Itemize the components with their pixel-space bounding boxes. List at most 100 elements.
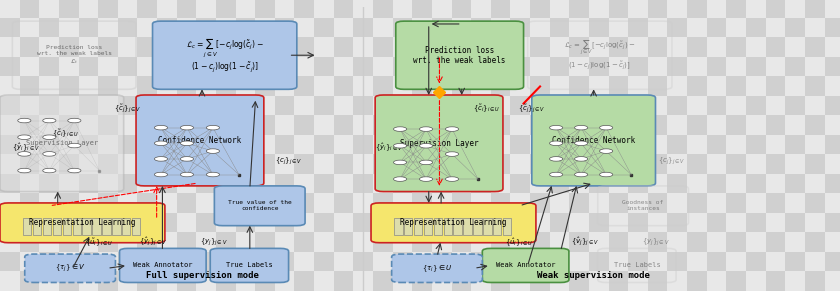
- FancyBboxPatch shape: [432, 272, 452, 291]
- FancyBboxPatch shape: [78, 252, 98, 272]
- FancyBboxPatch shape: [0, 0, 19, 18]
- FancyBboxPatch shape: [275, 37, 295, 57]
- FancyBboxPatch shape: [391, 254, 482, 283]
- FancyBboxPatch shape: [39, 154, 59, 174]
- FancyBboxPatch shape: [216, 96, 235, 115]
- FancyBboxPatch shape: [216, 194, 235, 213]
- FancyBboxPatch shape: [608, 135, 628, 154]
- FancyBboxPatch shape: [373, 37, 392, 57]
- FancyBboxPatch shape: [589, 252, 608, 272]
- FancyBboxPatch shape: [746, 213, 765, 233]
- FancyBboxPatch shape: [216, 37, 235, 57]
- FancyBboxPatch shape: [727, 96, 746, 115]
- Circle shape: [393, 127, 407, 131]
- FancyBboxPatch shape: [216, 57, 235, 76]
- FancyBboxPatch shape: [255, 233, 275, 252]
- Text: Representation Learning: Representation Learning: [401, 218, 507, 227]
- FancyBboxPatch shape: [706, 272, 727, 291]
- FancyBboxPatch shape: [255, 96, 275, 115]
- FancyBboxPatch shape: [216, 154, 235, 174]
- FancyBboxPatch shape: [549, 194, 570, 213]
- Circle shape: [419, 143, 433, 148]
- FancyBboxPatch shape: [549, 18, 570, 37]
- FancyBboxPatch shape: [608, 18, 628, 37]
- FancyBboxPatch shape: [727, 76, 746, 96]
- FancyBboxPatch shape: [765, 233, 785, 252]
- FancyBboxPatch shape: [275, 174, 295, 194]
- FancyBboxPatch shape: [138, 18, 157, 37]
- Text: $\mathcal{L}_c = \sum_{j \in V}[-c_j\log(\tilde{c}_j) -$
$(1-c_j)\log(1-\tilde{c: $\mathcal{L}_c = \sum_{j \in V}[-c_j\log…: [186, 36, 264, 74]
- FancyBboxPatch shape: [354, 18, 373, 37]
- FancyBboxPatch shape: [668, 115, 687, 135]
- Circle shape: [549, 125, 563, 130]
- FancyBboxPatch shape: [78, 115, 98, 135]
- FancyBboxPatch shape: [392, 135, 412, 154]
- FancyBboxPatch shape: [491, 96, 511, 115]
- FancyBboxPatch shape: [0, 18, 19, 37]
- Circle shape: [600, 125, 612, 130]
- FancyBboxPatch shape: [491, 57, 511, 76]
- FancyBboxPatch shape: [314, 233, 333, 252]
- FancyBboxPatch shape: [275, 0, 295, 18]
- FancyBboxPatch shape: [511, 213, 530, 233]
- FancyBboxPatch shape: [432, 213, 452, 233]
- FancyBboxPatch shape: [197, 213, 216, 233]
- Circle shape: [18, 168, 31, 173]
- FancyBboxPatch shape: [39, 0, 59, 18]
- FancyBboxPatch shape: [216, 252, 235, 272]
- FancyBboxPatch shape: [0, 76, 19, 96]
- FancyBboxPatch shape: [373, 96, 392, 115]
- FancyBboxPatch shape: [333, 194, 354, 213]
- FancyBboxPatch shape: [392, 0, 412, 18]
- FancyBboxPatch shape: [530, 174, 549, 194]
- FancyBboxPatch shape: [118, 37, 138, 57]
- FancyBboxPatch shape: [432, 174, 452, 194]
- FancyBboxPatch shape: [176, 194, 197, 213]
- FancyBboxPatch shape: [608, 37, 628, 57]
- FancyBboxPatch shape: [608, 233, 628, 252]
- FancyBboxPatch shape: [452, 154, 471, 174]
- FancyBboxPatch shape: [491, 154, 511, 174]
- FancyBboxPatch shape: [765, 115, 785, 135]
- FancyBboxPatch shape: [255, 135, 275, 154]
- FancyBboxPatch shape: [765, 135, 785, 154]
- FancyBboxPatch shape: [314, 213, 333, 233]
- FancyBboxPatch shape: [668, 194, 687, 213]
- FancyBboxPatch shape: [138, 0, 157, 18]
- FancyBboxPatch shape: [24, 254, 115, 283]
- FancyBboxPatch shape: [805, 18, 825, 37]
- FancyBboxPatch shape: [78, 272, 98, 291]
- Text: True value of the
confidence: True value of the confidence: [228, 200, 291, 211]
- FancyBboxPatch shape: [530, 115, 549, 135]
- FancyBboxPatch shape: [825, 213, 840, 233]
- FancyBboxPatch shape: [452, 252, 471, 272]
- Bar: [132, 218, 140, 235]
- FancyBboxPatch shape: [628, 76, 648, 96]
- FancyBboxPatch shape: [295, 115, 314, 135]
- Circle shape: [43, 152, 56, 156]
- FancyBboxPatch shape: [589, 135, 608, 154]
- Circle shape: [575, 125, 588, 130]
- FancyBboxPatch shape: [471, 135, 491, 154]
- FancyBboxPatch shape: [235, 37, 255, 57]
- FancyBboxPatch shape: [412, 213, 432, 233]
- Text: Weak Annotator: Weak Annotator: [133, 262, 192, 268]
- FancyBboxPatch shape: [314, 57, 333, 76]
- FancyBboxPatch shape: [412, 233, 432, 252]
- FancyBboxPatch shape: [432, 96, 452, 115]
- FancyBboxPatch shape: [432, 194, 452, 213]
- FancyBboxPatch shape: [354, 233, 373, 252]
- FancyBboxPatch shape: [295, 37, 314, 57]
- FancyBboxPatch shape: [648, 115, 668, 135]
- FancyBboxPatch shape: [295, 252, 314, 272]
- FancyBboxPatch shape: [687, 213, 706, 233]
- FancyBboxPatch shape: [727, 194, 746, 213]
- FancyBboxPatch shape: [59, 96, 78, 115]
- FancyBboxPatch shape: [216, 213, 235, 233]
- FancyBboxPatch shape: [706, 115, 727, 135]
- FancyBboxPatch shape: [432, 115, 452, 135]
- Text: Goodness of
instances: Goodness of instances: [622, 200, 664, 211]
- FancyBboxPatch shape: [511, 0, 530, 18]
- FancyBboxPatch shape: [628, 57, 648, 76]
- FancyBboxPatch shape: [589, 154, 608, 174]
